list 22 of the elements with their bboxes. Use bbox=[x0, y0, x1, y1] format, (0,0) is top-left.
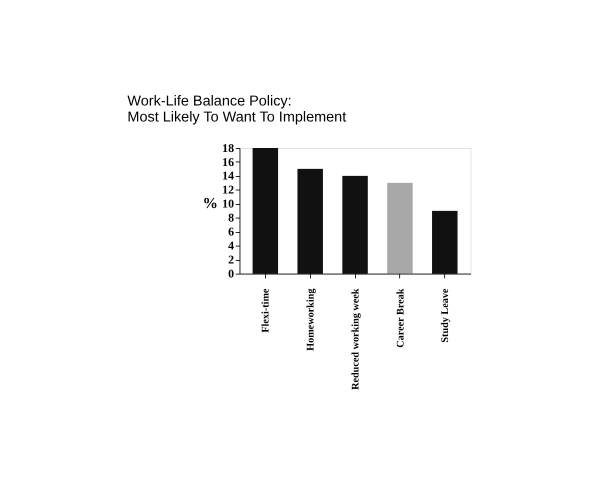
y-axis-title: % bbox=[202, 194, 218, 212]
x-tick-label: Homeworking bbox=[306, 288, 317, 351]
x-tick-label: Reduced working week bbox=[350, 288, 362, 390]
bar bbox=[252, 148, 278, 274]
y-tick-label: 18 bbox=[222, 140, 234, 155]
y-tick-label: 8 bbox=[228, 210, 234, 225]
bar bbox=[297, 168, 323, 274]
x-tick-label: Study Leave bbox=[440, 288, 452, 343]
chart-title: Work-Life Balance Policy: Most Likely To Want To Implement bbox=[127, 94, 346, 126]
x-tick-label: Flexi-time bbox=[260, 288, 272, 333]
bar bbox=[432, 210, 458, 274]
y-tick-label: 0 bbox=[228, 266, 234, 281]
y-tick-label: 10 bbox=[222, 196, 234, 211]
y-tick-label: 12 bbox=[222, 182, 234, 197]
y-tick-label: 16 bbox=[222, 154, 234, 169]
bar bbox=[387, 182, 413, 274]
bar bbox=[342, 176, 368, 274]
x-tick-label: Career Break bbox=[395, 288, 406, 348]
y-tick-label: 6 bbox=[228, 224, 234, 239]
y-tick-label: 2 bbox=[228, 252, 234, 267]
y-tick-label: 14 bbox=[222, 168, 234, 183]
y-tick-label: 4 bbox=[228, 238, 234, 253]
